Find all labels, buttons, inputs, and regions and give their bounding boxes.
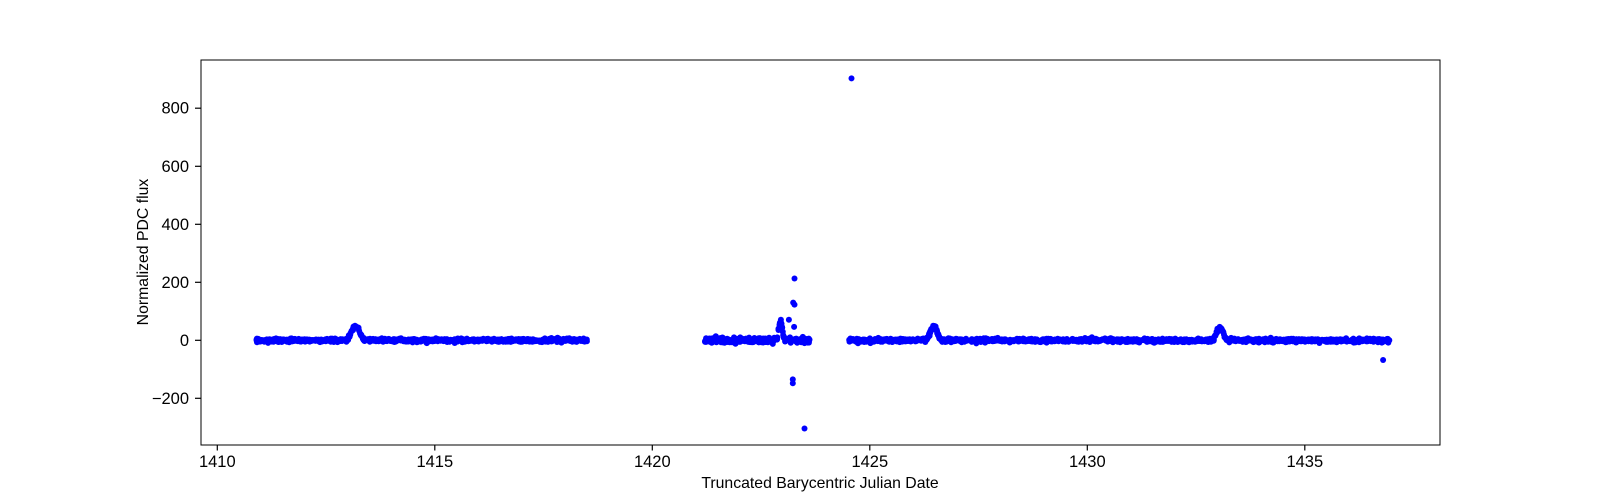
- svg-text:800: 800: [161, 100, 189, 118]
- svg-text:1425: 1425: [851, 453, 888, 471]
- svg-text:−200: −200: [152, 390, 189, 408]
- svg-text:Truncated Barycentric Julian D: Truncated Barycentric Julian Date: [701, 475, 939, 492]
- svg-text:200: 200: [161, 274, 189, 292]
- svg-text:400: 400: [161, 216, 189, 234]
- svg-text:Normalized PDC flux: Normalized PDC flux: [135, 179, 152, 326]
- svg-text:1435: 1435: [1286, 453, 1323, 471]
- svg-text:1430: 1430: [1069, 453, 1106, 471]
- svg-text:600: 600: [161, 158, 189, 176]
- svg-text:1420: 1420: [634, 453, 671, 471]
- svg-text:1415: 1415: [416, 453, 453, 471]
- svg-text:1410: 1410: [199, 453, 236, 471]
- svg-text:0: 0: [180, 332, 189, 350]
